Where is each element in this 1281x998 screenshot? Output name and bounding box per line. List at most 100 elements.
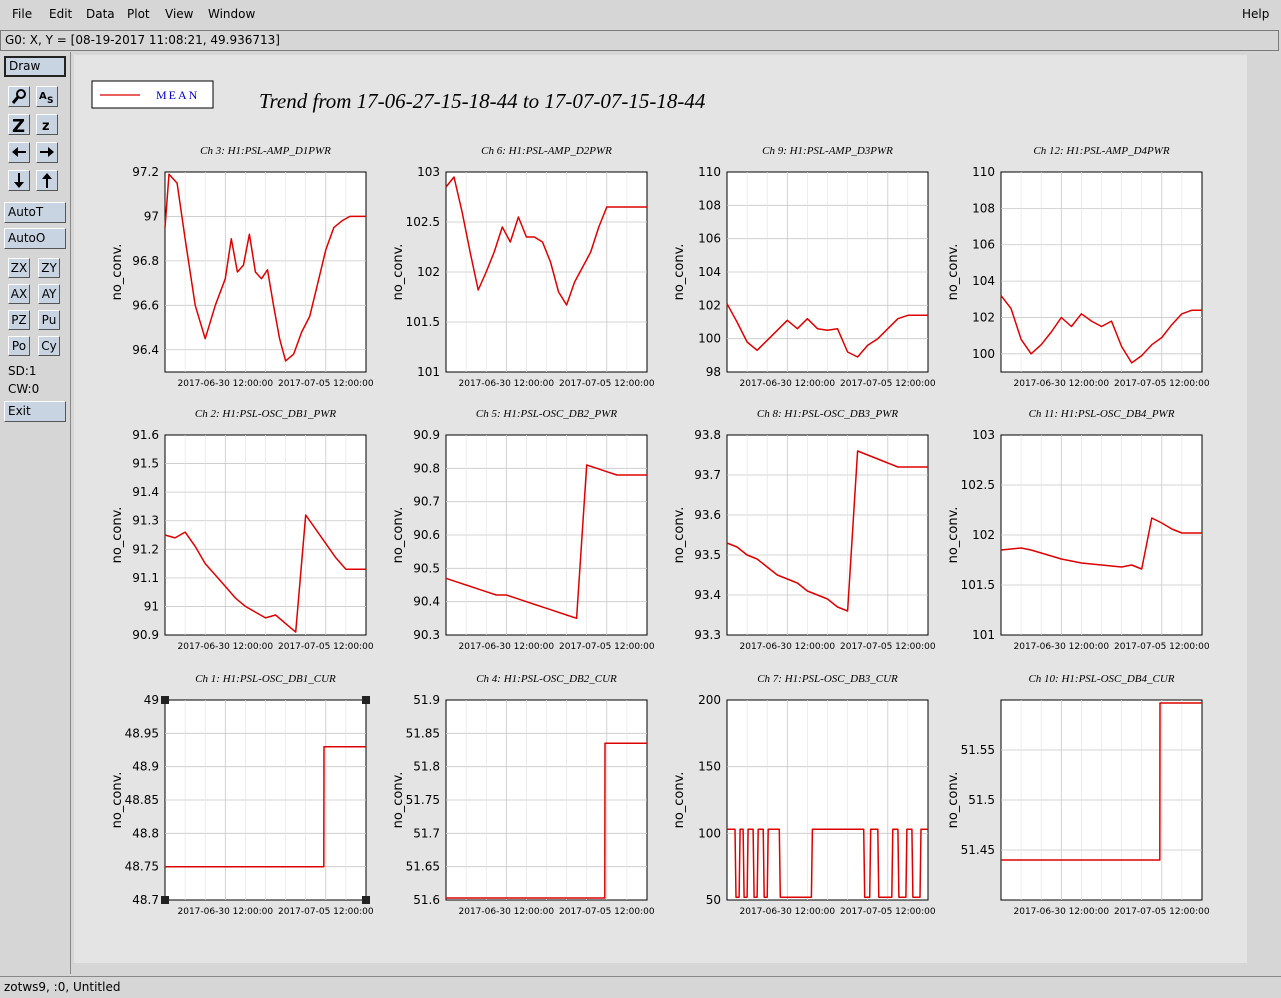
chart-panel-6[interactable]: Ch 5: H1:PSL-OSC_DB2_PWR 90.9 90.8 90.7 90.6…: [391, 408, 655, 652]
selection-handle[interactable]: [362, 896, 370, 904]
chart-panel-7[interactable]: Ch 8: H1:PSL-OSC_DB3_PWR 93.8 93.7 93.6 93.5…: [672, 408, 936, 652]
ax-button[interactable]: AX: [8, 284, 30, 304]
menu-edit[interactable]: Edit: [49, 7, 73, 21]
chart-panel-3[interactable]: Ch 9: H1:PSL-AMP_D3PWR 110 108 106 104 102 100…: [672, 145, 936, 389]
y-tick-label: 51.65: [406, 860, 440, 874]
chart-panel-12[interactable]: Ch 10: H1:PSL-OSC_DB4_CUR 51.55 51.5 51.45 2…: [946, 673, 1210, 917]
plot-figure[interactable]: MEAN Trend from 17-06-27-15-18-44 to 17-…: [74, 55, 1247, 963]
y-tick-label: 110: [972, 165, 995, 179]
y-tick-label: 51.85: [406, 726, 440, 740]
menu-view[interactable]: View: [165, 7, 194, 21]
zoom-out-icon[interactable]: z: [36, 114, 58, 135]
arrow-down-icon[interactable]: [8, 170, 30, 191]
chart-panel-1[interactable]: Ch 3: H1:PSL-AMP_D1PWR 97.2 97 96.8 96.6 96.4…: [110, 145, 374, 389]
chart-panel-9[interactable]: Ch 1: H1:PSL-OSC_DB1_CUR 49 48.95 48.9 48.85…: [110, 673, 374, 917]
chart-title: Ch 6: H1:PSL-AMP_D2PWR: [481, 145, 612, 157]
y-tick-label: 90.3: [413, 628, 440, 642]
series-line-mean: [165, 745, 366, 868]
chart-panel-4[interactable]: Ch 12: H1:PSL-AMP_D4PWR 110 108 106 104 102 10…: [946, 145, 1210, 389]
y-tick-label: 51.45: [961, 843, 995, 857]
po-button[interactable]: Po: [8, 336, 30, 356]
autoo-button[interactable]: AutoO: [4, 228, 66, 249]
y-tick-label: 90.9: [413, 428, 440, 442]
y-tick-label: 101: [417, 365, 440, 379]
y-tick-label: 104: [972, 274, 995, 288]
svg-text:S: S: [47, 96, 53, 106]
zx-button[interactable]: ZX: [8, 258, 30, 278]
menu-plot[interactable]: Plot: [127, 7, 150, 21]
draw-button[interactable]: Draw: [4, 56, 66, 77]
y-tick-label: 51.5: [968, 793, 995, 807]
x-tick-label: 2017-07-05 12:00:00: [1114, 642, 1210, 652]
y-tick-label: 98: [706, 365, 721, 379]
y-tick-label: 91: [144, 599, 159, 613]
chart-panel-5[interactable]: Ch 2: H1:PSL-OSC_DB1_PWR 91.6 91.5 91.4 91.3…: [110, 408, 374, 652]
x-tick-label: 2017-06-30 12:00:00: [459, 642, 555, 652]
y-tick-label: 49: [144, 693, 159, 707]
arrow-right-icon[interactable]: [36, 142, 58, 163]
chart-panel-8[interactable]: Ch 11: H1:PSL-OSC_DB4_PWR 103 102.5 102 101.…: [946, 408, 1210, 652]
chart-title: Ch 11: H1:PSL-OSC_DB4_PWR: [1029, 408, 1175, 420]
plot-canvas[interactable]: MEAN Trend from 17-06-27-15-18-44 to 17-…: [74, 55, 1247, 963]
y-tick-label: 104: [698, 265, 721, 279]
x-tick-label: 2017-06-30 12:00:00: [740, 379, 836, 389]
y-tick-label: 91.1: [132, 571, 159, 585]
chart-panels: Ch 3: H1:PSL-AMP_D1PWR 97.2 97 96.8 96.6 96.4…: [110, 145, 1210, 917]
selection-handle[interactable]: [161, 896, 169, 904]
chart-title: Ch 12: H1:PSL-AMP_D4PWR: [1033, 145, 1170, 157]
chart-panel-10[interactable]: Ch 4: H1:PSL-OSC_DB2_CUR 51.9 51.85 51.8 51.…: [391, 673, 655, 917]
y-tick-label: 51.9: [413, 693, 440, 707]
y-tick-label: 91.5: [132, 457, 159, 471]
zoom-in-icon[interactable]: Z: [8, 114, 30, 137]
x-tick-label: 2017-07-05 12:00:00: [840, 379, 936, 389]
chart-title: Ch 3: H1:PSL-AMP_D1PWR: [200, 145, 331, 157]
svg-text:Z: Z: [12, 116, 25, 134]
y-axis-label: no_conv.: [391, 772, 406, 829]
legend-box[interactable]: MEAN: [91, 80, 214, 109]
pz-button[interactable]: PZ: [8, 310, 30, 330]
arrow-up-icon[interactable]: [36, 170, 58, 191]
y-tick-label: 102: [417, 265, 440, 279]
vertical-scrollbar[interactable]: [1262, 55, 1274, 970]
status-text: zotws9, :0, Untitled: [4, 980, 121, 994]
chart-panel-11[interactable]: Ch 7: H1:PSL-OSC_DB3_CUR 200 150 100 50 2017-…: [672, 673, 936, 917]
x-tick-label: 2017-06-30 12:00:00: [1014, 642, 1110, 652]
chart-panel-2[interactable]: Ch 6: H1:PSL-AMP_D2PWR 103 102.5 102 101.5 10…: [391, 145, 655, 389]
series-line-mean: [445, 464, 647, 620]
selection-handle[interactable]: [362, 696, 370, 704]
menu-file[interactable]: File: [12, 7, 33, 21]
ay-button[interactable]: AY: [38, 284, 60, 304]
series-line-mean: [445, 176, 647, 306]
menu-window[interactable]: Window: [208, 7, 256, 21]
y-tick-label: 102.5: [961, 478, 995, 492]
magnify-icon[interactable]: [8, 86, 30, 107]
cy-button[interactable]: Cy: [38, 336, 60, 356]
plot-title: Trend from 17-06-27-15-18-44 to 17-07-07…: [259, 89, 706, 113]
y-tick-label: 102: [972, 528, 995, 542]
chart-title: Ch 4: H1:PSL-OSC_DB2_CUR: [476, 673, 617, 685]
x-tick-label: 2017-07-05 12:00:00: [559, 907, 655, 917]
y-tick-label: 90.4: [413, 595, 440, 609]
x-tick-label: 2017-06-30 12:00:00: [178, 907, 274, 917]
y-tick-label: 106: [698, 232, 721, 246]
selection-handle[interactable]: [161, 696, 169, 704]
autot-button[interactable]: AutoT: [4, 202, 66, 223]
y-tick-label: 91.3: [132, 514, 159, 528]
y-tick-label: 108: [972, 201, 995, 215]
menu-help[interactable]: Help: [1242, 7, 1270, 21]
arrow-left-icon[interactable]: [8, 142, 30, 163]
y-tick-label: 51.55: [961, 743, 995, 757]
menu-bar: File Edit Data Plot View Window Help: [0, 0, 1281, 29]
y-tick-label: 200: [698, 693, 721, 707]
zy-button[interactable]: ZY: [38, 258, 60, 278]
menu-data[interactable]: Data: [86, 7, 115, 21]
y-tick-label: 51.75: [406, 793, 440, 807]
y-axis-label: no_conv.: [946, 244, 961, 301]
y-axis-label: no_conv.: [946, 507, 961, 564]
x-tick-label: 2017-06-30 12:00:00: [1014, 907, 1110, 917]
y-tick-label: 93.5: [694, 548, 721, 562]
exit-button[interactable]: Exit: [4, 401, 66, 422]
pu-button[interactable]: Pu: [38, 310, 60, 330]
series-line-mean: [446, 742, 647, 899]
